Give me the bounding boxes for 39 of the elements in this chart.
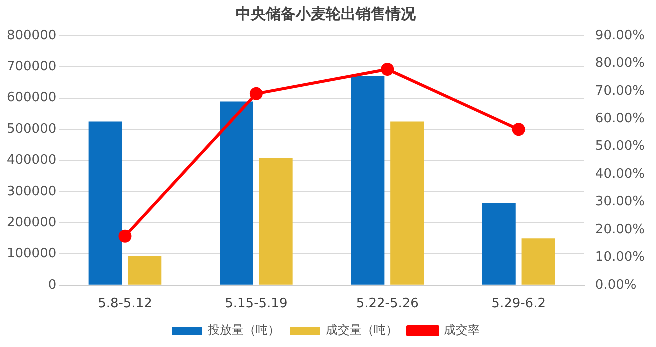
y-tick-label: 0	[48, 278, 57, 293]
y2-tick-label: 10.00%	[595, 250, 646, 266]
bar	[351, 76, 385, 285]
bar	[522, 238, 556, 285]
y2-tick-label: 70.00%	[595, 84, 646, 99]
y2-tick-label: 40.00%	[595, 166, 646, 182]
legend-label: 投放量（吨）	[207, 323, 280, 338]
chart-title: 中央储备小麦轮出销售情况	[236, 4, 417, 23]
point	[381, 63, 394, 76]
x-tick-label: 5.29-6.2	[492, 296, 546, 312]
y2-tick-label: 80.00%	[595, 56, 646, 72]
point	[250, 87, 263, 100]
legend-label: 成交率	[444, 323, 480, 338]
point	[118, 230, 132, 243]
bar	[128, 256, 162, 285]
point	[512, 123, 526, 136]
y-tick-label: 400000	[6, 153, 57, 168]
y-tick-label: 600000	[6, 90, 57, 106]
legend-label: 成交量（吨）	[326, 323, 398, 338]
bar	[220, 102, 254, 285]
y-tick-label: 700000	[6, 60, 57, 75]
y-tick-label: 500000	[6, 122, 57, 137]
bar	[482, 203, 516, 285]
y2-tick-label: 0.00%	[595, 278, 637, 293]
y-tick-label: 100000	[6, 246, 57, 262]
x-tick-label: 5.8-5.12	[98, 296, 152, 312]
y-tick-label: 200000	[6, 215, 57, 230]
y2-tick-label: 20.00%	[595, 222, 646, 238]
y2-tick-label: 30.00%	[595, 194, 646, 210]
y-tick-label: 800000	[6, 28, 57, 44]
bar	[390, 122, 424, 285]
bar	[259, 158, 293, 285]
x-tick-label: 5.22-5.26	[356, 296, 419, 312]
y2-tick-label: 90.00%	[595, 28, 646, 44]
y2-tick-label: 60.00%	[595, 112, 646, 127]
y2-tick-label: 50.00%	[595, 139, 646, 154]
bar	[88, 122, 122, 285]
x-tick-label: 5.15-5.19	[225, 296, 288, 312]
y-tick-label: 300000	[6, 184, 57, 200]
